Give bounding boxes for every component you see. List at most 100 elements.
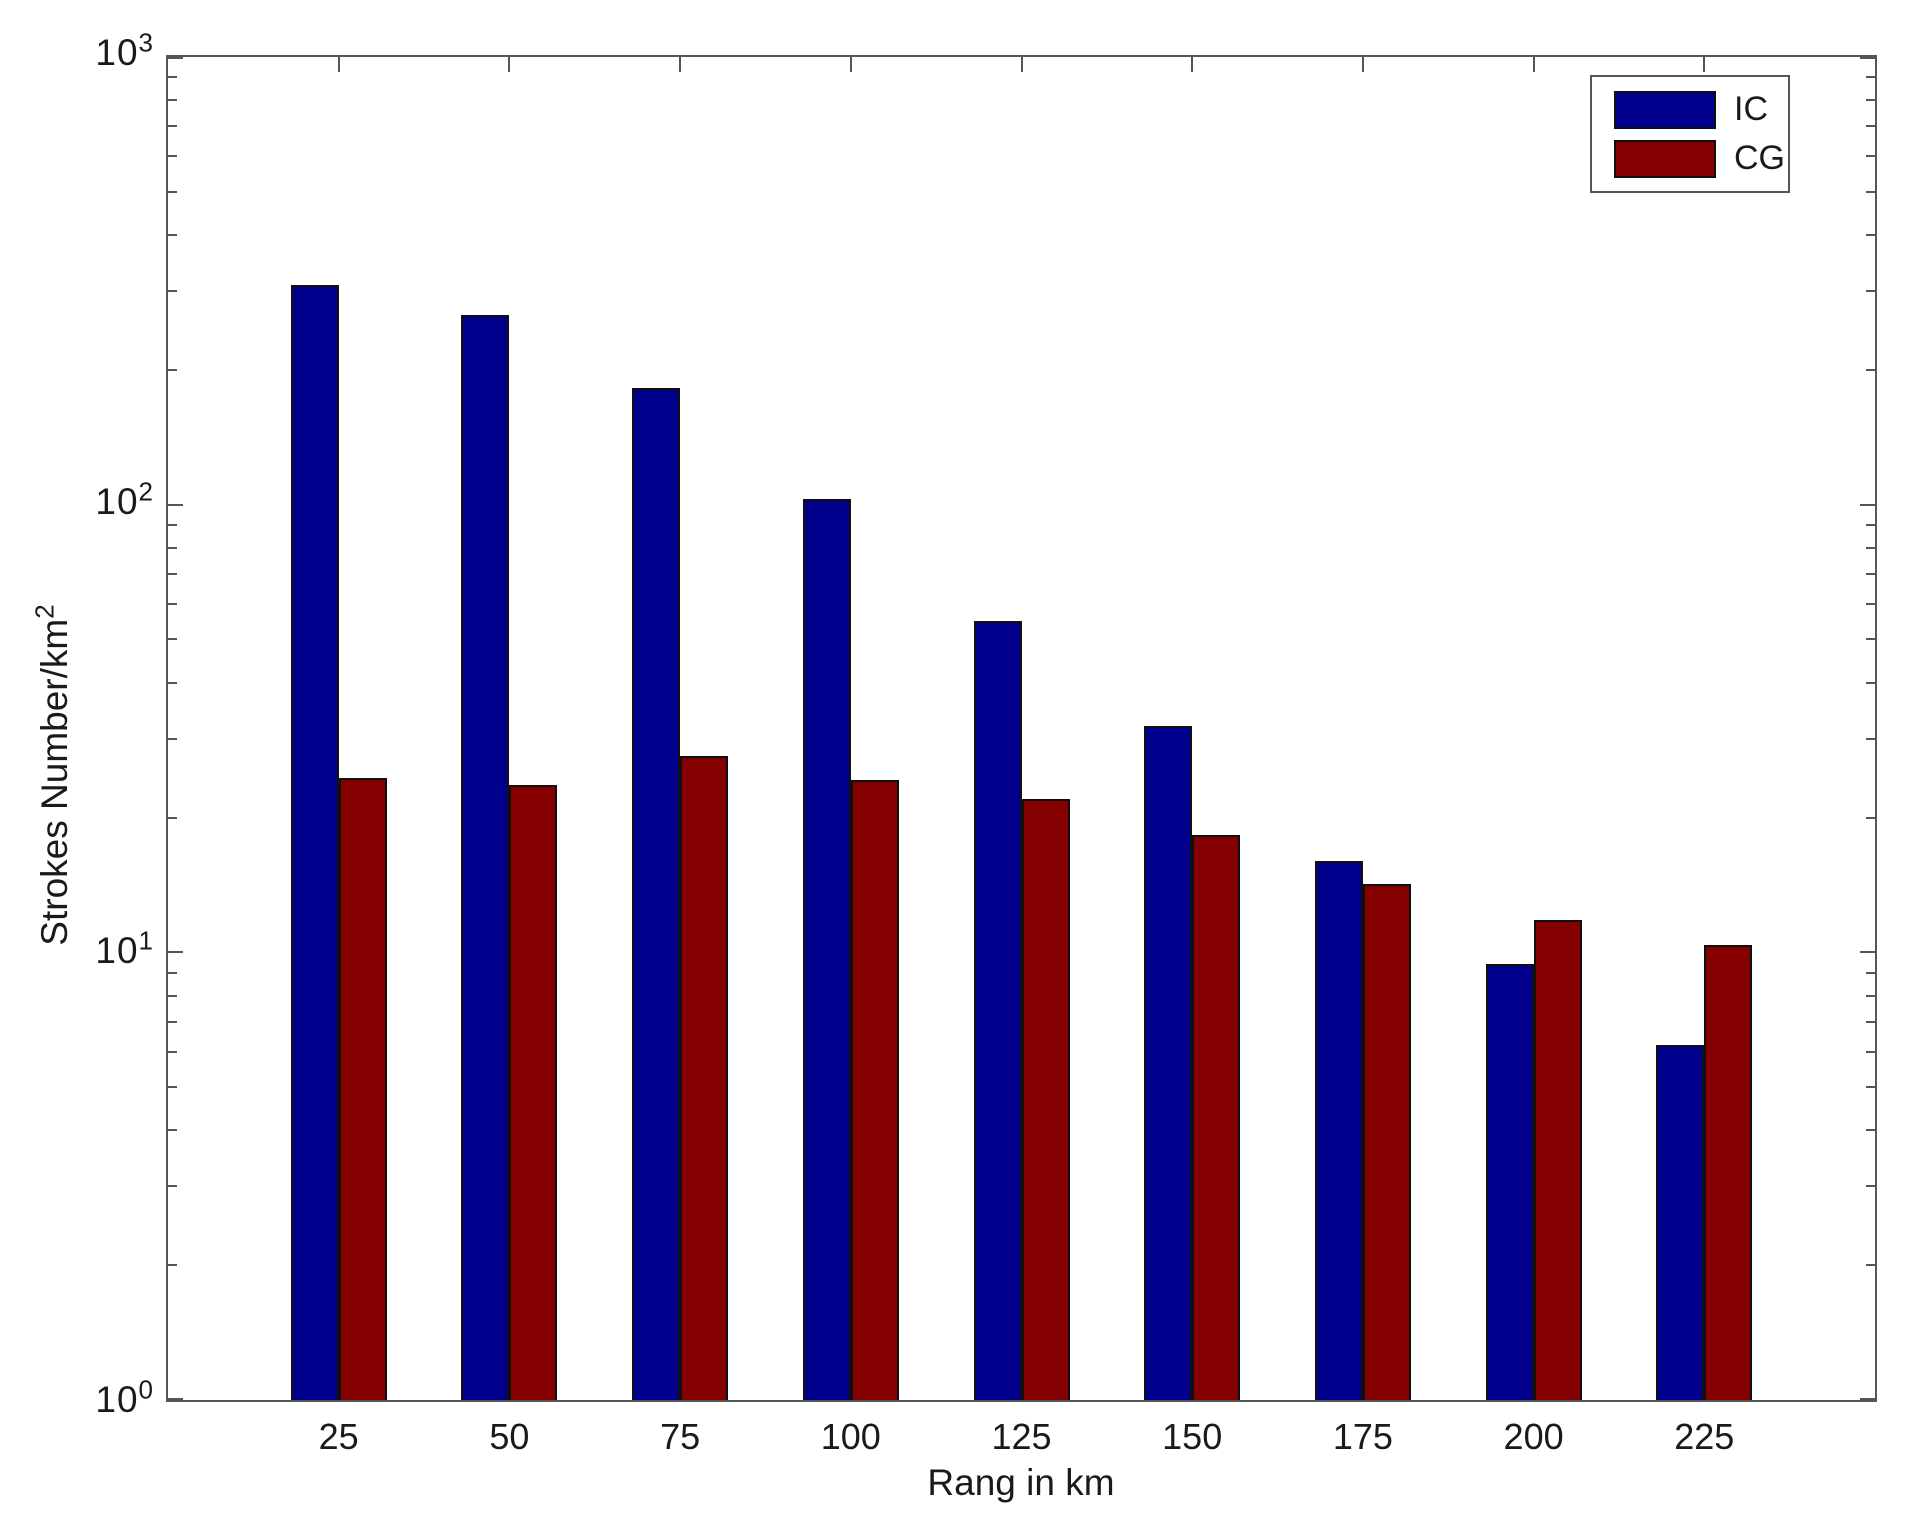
y-minor-tick <box>1866 602 1875 605</box>
y-major-tick <box>168 57 183 59</box>
bar-ic-125 <box>973 620 1022 1400</box>
y-minor-tick <box>168 1129 177 1132</box>
y-minor-tick <box>168 125 177 128</box>
y-minor-tick <box>168 1020 177 1023</box>
legend: IC CG <box>1590 75 1790 193</box>
y-minor-tick <box>1866 1050 1875 1053</box>
y-minor-tick <box>1866 290 1875 293</box>
x-tick-label-75: 75 <box>660 1416 701 1457</box>
y-minor-tick <box>1866 547 1875 550</box>
y-major-tick <box>1860 1398 1875 1400</box>
bar-ic-150 <box>1144 726 1193 1400</box>
x-top-tick <box>1703 57 1706 72</box>
y-minor-tick <box>168 573 177 575</box>
bar-cg-200 <box>1533 920 1582 1400</box>
x-tick-label-225: 225 <box>1674 1416 1735 1457</box>
y-minor-tick <box>168 524 177 527</box>
x-tick-label-200: 200 <box>1503 1416 1564 1457</box>
y-tick-exponent: 1 <box>138 925 154 956</box>
bar-cg-75 <box>680 755 729 1400</box>
legend-label-ic: IC <box>1734 90 1768 128</box>
y-axis-label: Strokes Number/km2 <box>30 604 76 945</box>
x-tick-label-25: 25 <box>318 1416 359 1457</box>
y-minor-tick <box>168 1086 177 1089</box>
x-top-tick <box>508 57 511 72</box>
bar-ic-75 <box>632 388 681 1400</box>
x-tick-label-125: 125 <box>991 1416 1052 1457</box>
y-major-tick <box>1860 503 1875 506</box>
y-minor-tick <box>168 290 177 293</box>
y-tick-label-10: 101 <box>20 928 154 972</box>
y-minor-tick <box>1866 1086 1875 1089</box>
bar-ic-50 <box>461 315 510 1400</box>
y-major-tick <box>1860 951 1875 954</box>
legend-swatch-cg <box>1614 139 1716 178</box>
legend-item-cg: CG <box>1614 139 1788 178</box>
y-tick-label-1000: 103 <box>20 30 154 74</box>
y-minor-tick <box>168 994 177 997</box>
bar-ic-225 <box>1656 1045 1705 1400</box>
bar-cg-175 <box>1362 884 1411 1400</box>
y-minor-tick <box>1866 190 1875 193</box>
y-major-tick <box>168 503 183 506</box>
y-minor-tick <box>168 602 177 605</box>
y-minor-tick <box>1866 99 1875 102</box>
bar-cg-150 <box>1192 834 1241 1400</box>
y-minor-tick <box>1866 638 1875 641</box>
x-tick-label-50: 50 <box>489 1416 530 1457</box>
y-minor-tick <box>1866 368 1875 371</box>
y-minor-tick <box>168 971 177 974</box>
legend-item-ic: IC <box>1614 90 1788 129</box>
y-minor-tick <box>168 234 177 237</box>
y-minor-tick <box>1866 1185 1875 1188</box>
y-axis-label-exponent: 2 <box>29 604 60 619</box>
bar-ic-175 <box>1314 860 1363 1400</box>
y-minor-tick <box>168 816 177 819</box>
x-top-tick <box>337 57 340 72</box>
y-minor-tick <box>168 547 177 550</box>
y-tick-base: 10 <box>95 929 139 971</box>
y-tick-exponent: 3 <box>138 27 154 58</box>
y-tick-base: 10 <box>95 1378 139 1420</box>
y-minor-tick <box>1866 1020 1875 1023</box>
y-minor-tick <box>1866 816 1875 819</box>
bar-ic-200 <box>1485 964 1534 1400</box>
y-tick-base: 10 <box>95 480 139 522</box>
bar-cg-50 <box>509 784 558 1400</box>
y-major-tick <box>168 1398 183 1400</box>
y-tick-base: 10 <box>95 31 139 73</box>
y-minor-tick <box>1866 234 1875 237</box>
y-minor-tick <box>168 76 177 79</box>
bar-cg-100 <box>850 779 899 1400</box>
y-tick-label-100: 102 <box>20 479 154 523</box>
y-minor-tick <box>1866 573 1875 575</box>
y-minor-tick <box>1866 76 1875 79</box>
y-tick-exponent: 2 <box>138 476 154 507</box>
y-minor-tick <box>168 1264 177 1267</box>
x-top-tick <box>1532 57 1535 72</box>
legend-swatch-ic <box>1614 90 1716 129</box>
y-major-tick <box>168 951 183 954</box>
bar-cg-25 <box>338 778 387 1400</box>
y-minor-tick <box>168 681 177 684</box>
y-minor-tick <box>1866 1264 1875 1267</box>
y-minor-tick <box>168 190 177 193</box>
x-top-tick <box>1020 57 1023 72</box>
y-minor-tick <box>168 99 177 102</box>
x-tick-label-100: 100 <box>820 1416 881 1457</box>
y-minor-tick <box>1866 1129 1875 1132</box>
plot-area: 25 50 75 100 125 150 175 200 225 <box>166 55 1877 1457</box>
x-top-tick <box>849 57 852 72</box>
bar-cg-125 <box>1021 799 1070 1400</box>
x-tick-label-175: 175 <box>1332 1416 1393 1457</box>
x-axis-label: Rang in km <box>927 1462 1115 1503</box>
y-minor-tick <box>168 1050 177 1053</box>
y-minor-tick <box>168 368 177 371</box>
x-top-tick <box>1361 57 1364 72</box>
y-minor-tick <box>168 638 177 641</box>
y-minor-tick <box>168 737 177 740</box>
y-minor-tick <box>1866 737 1875 740</box>
y-minor-tick <box>1866 971 1875 974</box>
y-tick-label-1: 100 <box>20 1377 154 1421</box>
